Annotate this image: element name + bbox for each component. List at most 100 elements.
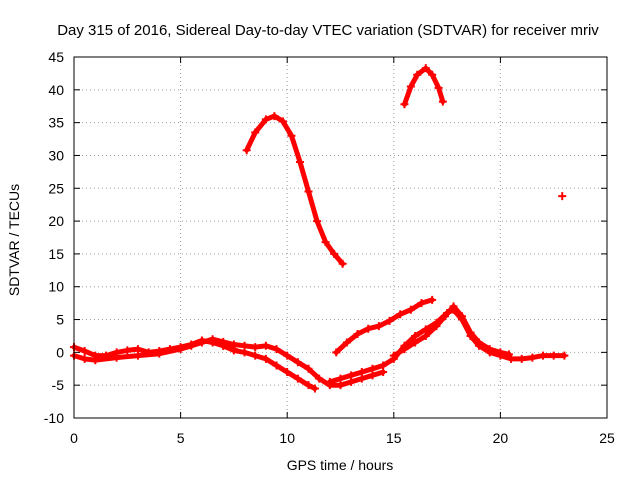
data-point bbox=[272, 345, 281, 354]
series-arc-8 bbox=[389, 302, 513, 360]
data-point bbox=[347, 371, 356, 380]
data-point bbox=[144, 348, 153, 357]
x-tick-label: 5 bbox=[177, 430, 185, 446]
data-point bbox=[496, 348, 505, 357]
y-tick-label: 40 bbox=[48, 82, 64, 98]
data-point bbox=[251, 343, 260, 352]
x-tick-label: 25 bbox=[599, 430, 615, 446]
data-point bbox=[293, 374, 302, 383]
y-tick-label: 10 bbox=[48, 279, 64, 295]
data-point bbox=[411, 338, 420, 347]
data-point bbox=[219, 341, 228, 350]
x-tick-label: 15 bbox=[386, 430, 402, 446]
series-isolated-point bbox=[558, 192, 567, 201]
data-point bbox=[428, 70, 437, 79]
data-point bbox=[406, 82, 415, 91]
data-point bbox=[374, 322, 383, 331]
data-point bbox=[421, 64, 430, 73]
data-point bbox=[449, 302, 458, 311]
data-point bbox=[421, 331, 430, 340]
data-point bbox=[310, 384, 319, 393]
axis-ticks: 0 5 10 15 20 25 -10 -5 0 5 10 15 20 25 30 35 40 45 bbox=[44, 49, 615, 446]
data-point bbox=[417, 299, 426, 308]
data-point bbox=[283, 351, 292, 360]
data-point bbox=[293, 358, 302, 367]
data-point bbox=[304, 187, 313, 196]
series-arc-2 bbox=[400, 64, 447, 109]
data-point bbox=[208, 338, 217, 347]
y-tick-label: 35 bbox=[48, 115, 64, 131]
y-tick-label: 0 bbox=[56, 344, 64, 360]
series-line bbox=[244, 113, 346, 267]
data-point bbox=[539, 351, 548, 360]
data-point bbox=[133, 345, 142, 354]
data-point bbox=[379, 361, 388, 370]
data-point bbox=[240, 348, 249, 357]
x-axis-label: GPS time / hours bbox=[287, 457, 394, 473]
data-point bbox=[353, 329, 362, 338]
data-point bbox=[406, 305, 415, 314]
data-point bbox=[287, 131, 296, 140]
y-tick-label: 15 bbox=[48, 246, 64, 262]
data-point bbox=[315, 374, 324, 383]
data-point bbox=[165, 345, 174, 354]
chart-title: Day 315 of 2016, Sidereal Day-to-day VTE… bbox=[57, 22, 599, 39]
data-point bbox=[507, 354, 516, 363]
x-tick-label: 20 bbox=[493, 430, 509, 446]
data-point bbox=[261, 354, 270, 363]
series-arc-4 bbox=[70, 336, 238, 360]
data-point bbox=[251, 351, 260, 360]
data-point bbox=[229, 346, 238, 355]
y-tick-label: -10 bbox=[44, 410, 64, 426]
data-point bbox=[466, 328, 475, 337]
data-point bbox=[396, 310, 405, 319]
data-point bbox=[197, 336, 206, 345]
series-arc-5 bbox=[219, 341, 319, 393]
data-point bbox=[342, 338, 351, 347]
series-arc-1 bbox=[242, 112, 347, 268]
data-point bbox=[558, 192, 567, 201]
data-point bbox=[80, 347, 89, 356]
data-point bbox=[332, 348, 341, 357]
data-point bbox=[242, 146, 251, 155]
data-point bbox=[438, 97, 447, 106]
plot-frame bbox=[73, 56, 608, 419]
data-point bbox=[364, 324, 373, 333]
x-tick-label: 0 bbox=[70, 430, 78, 446]
data-point bbox=[176, 343, 185, 352]
data-point bbox=[485, 345, 494, 354]
data-point bbox=[440, 312, 449, 321]
y-axis-label: SDTVAR / TECUs bbox=[6, 184, 22, 296]
data-point bbox=[338, 259, 347, 268]
data-point bbox=[155, 347, 164, 356]
data-point bbox=[517, 354, 526, 363]
series-line bbox=[71, 338, 237, 359]
data-point bbox=[432, 322, 441, 331]
data-point bbox=[413, 70, 422, 79]
data-point bbox=[270, 112, 279, 121]
y-tick-label: -5 bbox=[52, 377, 65, 393]
y-tick-label: 25 bbox=[48, 180, 64, 196]
data-point bbox=[251, 128, 260, 137]
data-point bbox=[549, 351, 558, 360]
data-point bbox=[101, 351, 110, 360]
y-tick-label: 5 bbox=[56, 312, 64, 328]
data-point bbox=[560, 351, 569, 360]
data-point bbox=[123, 346, 132, 355]
data-point bbox=[400, 345, 409, 354]
data-point bbox=[458, 312, 467, 321]
data-point bbox=[261, 115, 270, 124]
data-point bbox=[321, 238, 330, 247]
data-point bbox=[112, 348, 121, 357]
data-point bbox=[330, 249, 339, 258]
data-point bbox=[304, 381, 313, 390]
y-tick-label: 20 bbox=[48, 213, 64, 229]
data-point bbox=[261, 341, 270, 350]
series-arc-7 bbox=[325, 305, 569, 386]
data-point bbox=[80, 354, 89, 363]
data-point bbox=[295, 158, 304, 167]
y-tick-label: 30 bbox=[48, 147, 64, 163]
data-point bbox=[313, 217, 322, 226]
data-point bbox=[428, 295, 437, 304]
data-point bbox=[504, 350, 513, 359]
